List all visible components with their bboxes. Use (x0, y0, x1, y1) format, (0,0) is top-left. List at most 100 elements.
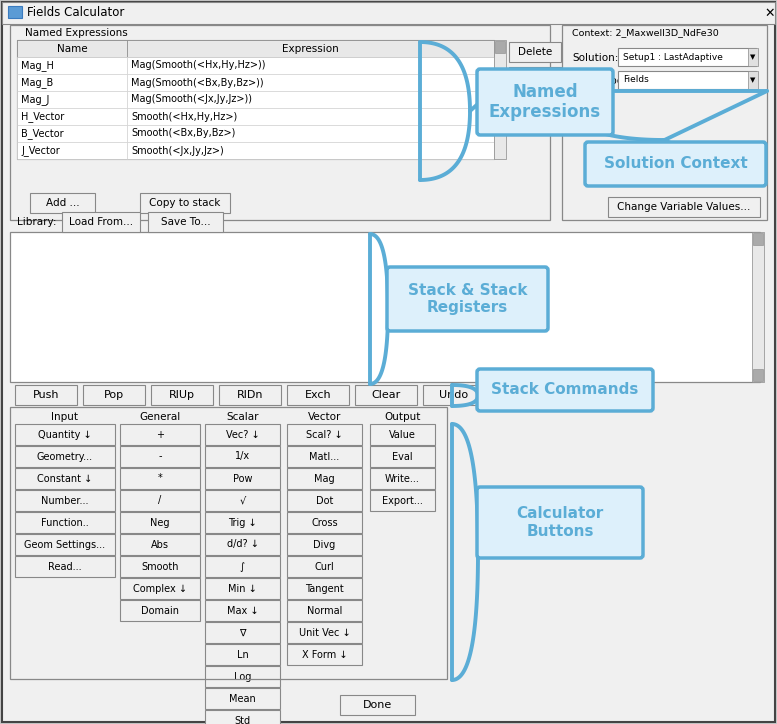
Text: Cross: Cross (311, 518, 338, 528)
Text: Divg: Divg (313, 539, 336, 550)
Text: Neg: Neg (150, 518, 169, 528)
Text: Done: Done (363, 700, 392, 710)
Bar (17, 91, 127, 108)
Text: Mean: Mean (229, 694, 256, 704)
Bar (509, 42, 561, 62)
Bar (120, 446, 200, 467)
FancyBboxPatch shape (387, 267, 548, 331)
Text: Max ↓: Max ↓ (227, 605, 258, 615)
Text: Stack Commands: Stack Commands (491, 382, 639, 397)
Text: ∇: ∇ (239, 628, 246, 638)
Bar (120, 424, 200, 445)
Bar (205, 446, 280, 467)
Text: Input: Input (51, 412, 78, 422)
Bar (287, 534, 362, 555)
Text: Named
Expressions: Named Expressions (489, 83, 601, 122)
Text: Tangent: Tangent (305, 584, 344, 594)
Bar (62, 212, 140, 232)
Bar (370, 424, 435, 445)
Text: Abs: Abs (151, 539, 169, 550)
Text: Named Expressions: Named Expressions (25, 28, 127, 38)
Text: Mag_J: Mag_J (21, 94, 50, 105)
Bar (10, 407, 447, 679)
Bar (127, 91, 494, 108)
Bar (148, 212, 223, 232)
Bar (562, 25, 767, 220)
Bar (748, 48, 758, 66)
Bar (205, 468, 280, 489)
Bar (618, 48, 756, 66)
Text: Function..: Function.. (41, 518, 89, 528)
Text: 1/x: 1/x (235, 452, 250, 461)
Text: Vec? ↓: Vec? ↓ (225, 429, 260, 439)
Text: ▼: ▼ (751, 54, 756, 60)
Text: B_Vector: B_Vector (21, 128, 64, 139)
Bar (120, 556, 200, 577)
Text: Smooth(<Jx,Jy,Jz>): Smooth(<Jx,Jy,Jz>) (131, 146, 224, 156)
Bar (287, 600, 362, 621)
Text: Scal? ↓: Scal? ↓ (306, 429, 343, 439)
Text: Change Variable Values...: Change Variable Values... (617, 202, 751, 212)
Bar (127, 40, 494, 57)
Bar (205, 424, 280, 445)
Text: -: - (159, 452, 162, 461)
Bar (17, 142, 127, 159)
Text: Setup1 : LastAdaptive: Setup1 : LastAdaptive (623, 53, 723, 62)
Text: Mag(Smooth(<Jx,Jy,Jz>)): Mag(Smooth(<Jx,Jy,Jz>)) (131, 95, 252, 104)
Bar (15, 490, 115, 511)
Text: J_Vector: J_Vector (21, 145, 60, 156)
Text: Smooth: Smooth (141, 562, 179, 571)
Bar (205, 556, 280, 577)
Bar (494, 40, 506, 159)
Text: Smooth(<Bx,By,Bz>): Smooth(<Bx,By,Bz>) (131, 128, 235, 138)
Bar (15, 534, 115, 555)
Text: Geom Settings...: Geom Settings... (24, 539, 106, 550)
Text: Dot: Dot (315, 495, 333, 505)
Text: Unit Vec ↓: Unit Vec ↓ (298, 628, 350, 638)
Bar (140, 193, 230, 213)
Text: Curl: Curl (315, 562, 334, 571)
Bar (17, 74, 127, 91)
Bar (205, 578, 280, 599)
Text: MatI...: MatI... (309, 452, 340, 461)
Text: Pow: Pow (233, 473, 253, 484)
Bar (509, 67, 561, 87)
Text: Quantity ↓: Quantity ↓ (38, 429, 92, 439)
Bar (127, 74, 494, 91)
Text: Scalar: Scalar (226, 412, 259, 422)
Text: Expression: Expression (282, 43, 339, 54)
Bar (120, 578, 200, 599)
Text: Solution Context: Solution Context (604, 156, 747, 172)
Bar (370, 446, 435, 467)
Bar (752, 232, 764, 382)
Text: Constant ↓: Constant ↓ (37, 473, 92, 484)
Text: Domain: Domain (141, 605, 179, 615)
Text: Stack & Stack
Registers: Stack & Stack Registers (408, 283, 528, 315)
Text: Solution:: Solution: (572, 53, 618, 63)
Bar (287, 424, 362, 445)
Text: ✕: ✕ (765, 7, 775, 20)
Bar (287, 446, 362, 467)
Text: Complex ↓: Complex ↓ (133, 584, 187, 594)
Bar (287, 644, 362, 665)
Text: Add ...: Add ... (46, 198, 79, 208)
Bar (30, 193, 95, 213)
Text: Pop: Pop (104, 390, 124, 400)
Bar (120, 534, 200, 555)
Bar (120, 468, 200, 489)
Bar (205, 622, 280, 643)
Text: Field Type:: Field Type: (572, 76, 627, 86)
Bar (15, 424, 115, 445)
Bar (287, 490, 362, 511)
Bar (10, 25, 550, 220)
Text: *: * (158, 473, 162, 484)
Bar (495, 41, 505, 53)
Text: Load From...: Load From... (69, 217, 133, 227)
Bar (287, 385, 349, 405)
Text: Number...: Number... (41, 495, 89, 505)
Text: Vector: Vector (308, 412, 341, 422)
Bar (120, 512, 200, 533)
Text: Mag(Smooth(<Bx,By,Bz>)): Mag(Smooth(<Bx,By,Bz>)) (131, 77, 263, 88)
Bar (355, 385, 417, 405)
FancyBboxPatch shape (477, 369, 653, 411)
